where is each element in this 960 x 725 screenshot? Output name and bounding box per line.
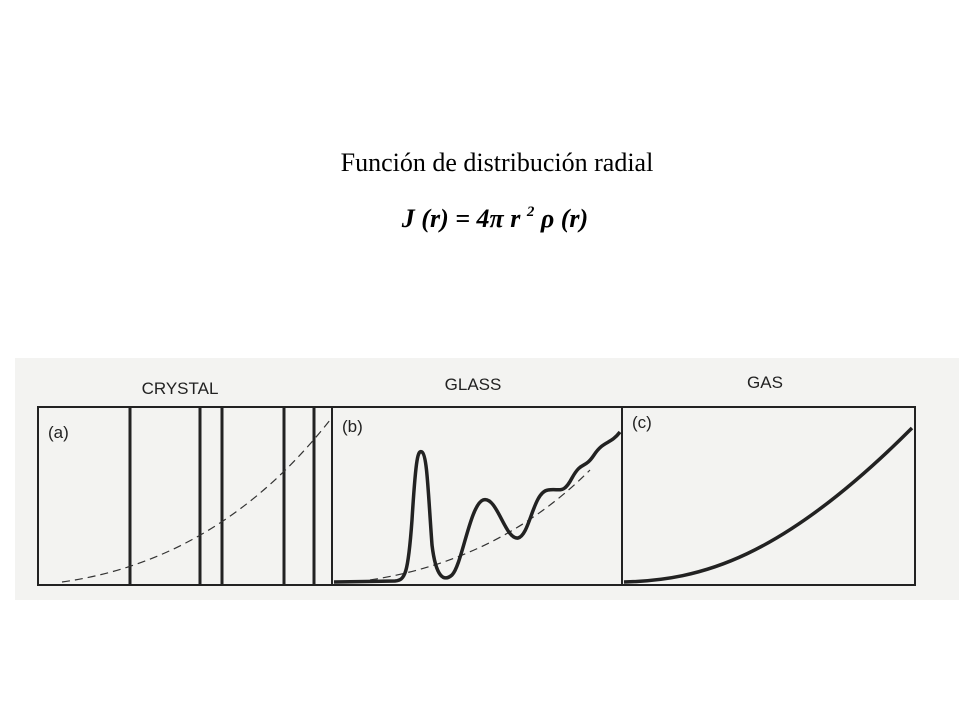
panel-title: CRYSTAL xyxy=(142,379,219,398)
gas-curve xyxy=(623,426,914,584)
glass-density xyxy=(369,469,591,581)
panel-title: GAS xyxy=(747,373,783,392)
panel-title: GLASS xyxy=(445,375,502,394)
figure: CRYSTAL GLASS GAS (a) (b) (c) xyxy=(15,358,959,600)
glass-curve xyxy=(333,430,622,584)
panel-label: (b) xyxy=(342,417,363,436)
crystal-lines xyxy=(128,407,316,585)
crystal-density xyxy=(61,419,331,583)
formula-exponent: 2 xyxy=(526,204,535,220)
formula-lhs: J (r) = 4π r xyxy=(401,204,521,233)
panel-label: (a) xyxy=(48,423,69,442)
panel-label: (c) xyxy=(632,413,652,432)
figure-background xyxy=(15,358,959,600)
frame xyxy=(37,406,916,586)
formula-rhs: ρ (r) xyxy=(540,204,588,233)
formula: J (r) = 4π r 2 ρ (r) xyxy=(401,193,588,233)
title: Función de distribución radial xyxy=(341,148,654,177)
